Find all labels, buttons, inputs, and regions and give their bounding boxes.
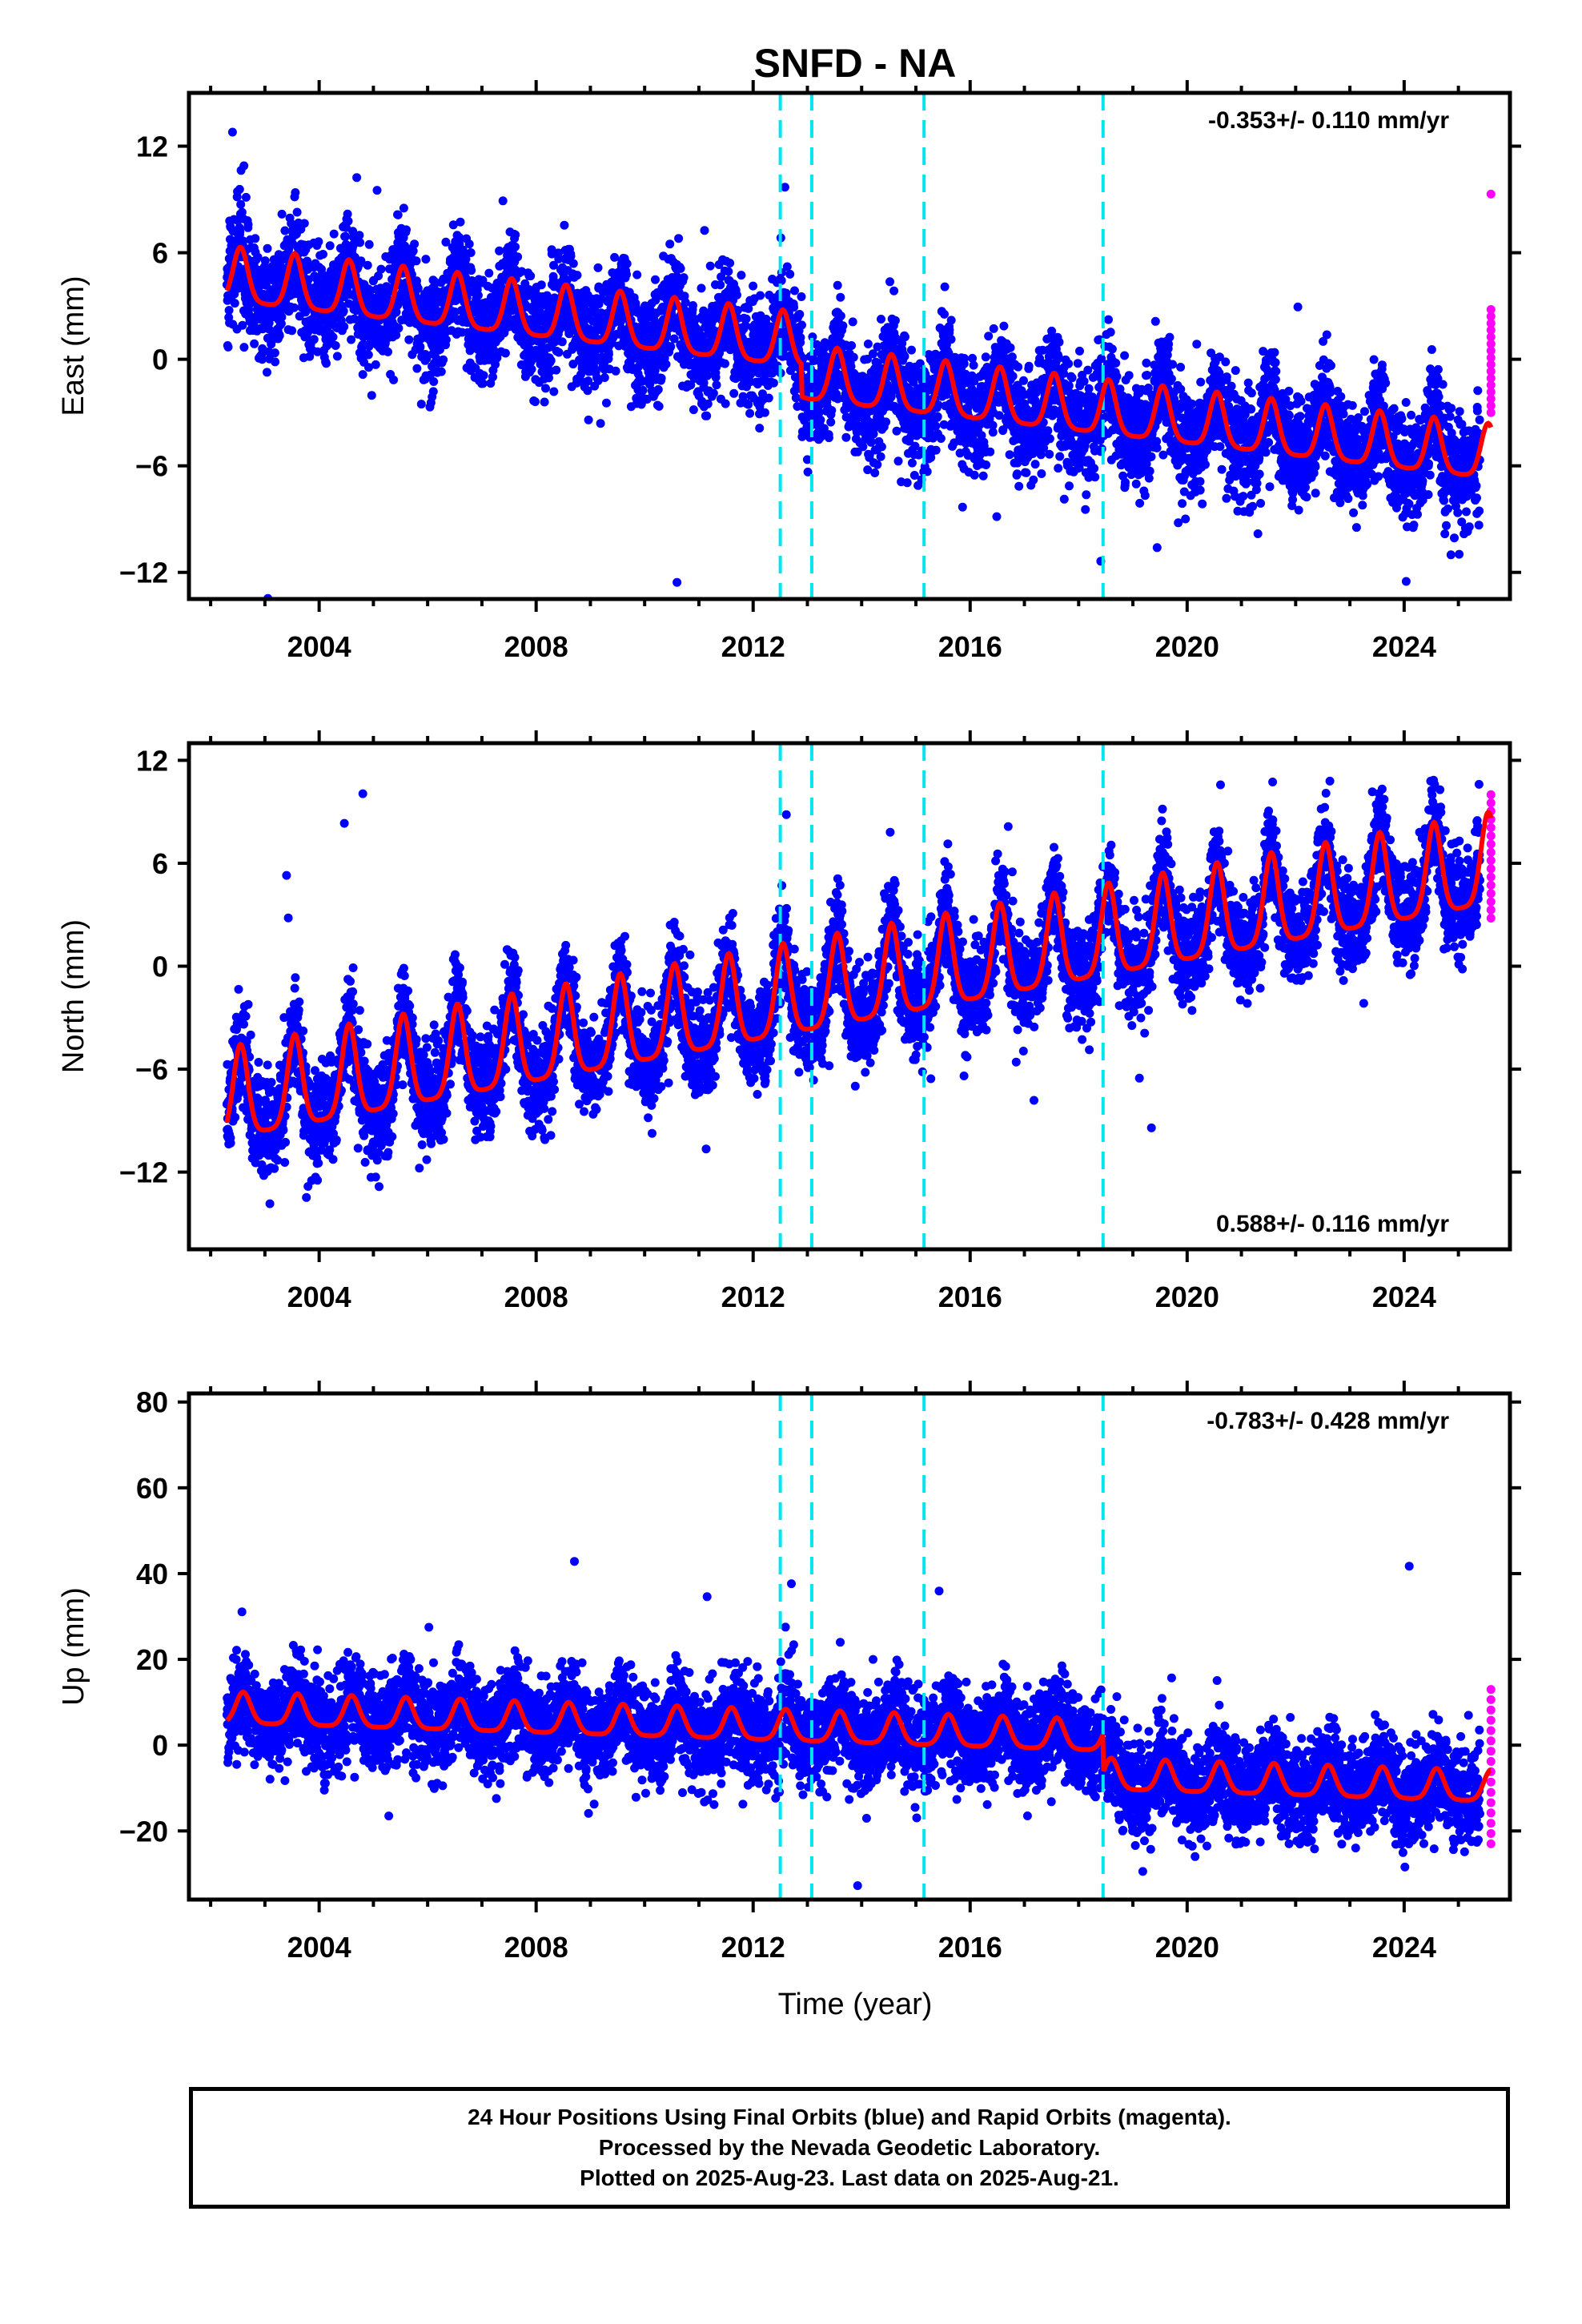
x-tick-label: 2008 <box>504 630 568 663</box>
model-fit-line <box>224 244 1494 477</box>
y-tick-label: 20 <box>136 1643 168 1676</box>
rate-label: -0.353+/- 0.110 mm/yr <box>1208 107 1449 134</box>
x-tick-label: 2008 <box>504 1281 568 1313</box>
x-tick-label: 2016 <box>938 1281 1002 1313</box>
x-tick-label: 2020 <box>1155 1931 1219 1964</box>
x-tick-label: 2020 <box>1155 630 1219 663</box>
x-tick-label: 2020 <box>1155 1281 1219 1313</box>
x-tick-label: 2016 <box>938 630 1002 663</box>
y-tick-label: 40 <box>136 1558 168 1590</box>
x-tick-label: 2024 <box>1372 1931 1436 1964</box>
y-tick-label: −12 <box>119 557 168 589</box>
footer-line-2: Processed by the Nevada Geodetic Laborat… <box>598 2135 1101 2160</box>
x-tick-label: 2012 <box>721 630 785 663</box>
y-axis-label: Up (mm) <box>57 1587 90 1706</box>
x-tick-label: 2024 <box>1372 630 1436 663</box>
rate-label: -0.783+/- 0.428 mm/yr <box>1207 1408 1449 1434</box>
x-tick-label: 2012 <box>721 1931 785 1964</box>
footer-caption-box: 24 Hour Positions Using Final Orbits (bl… <box>189 2087 1510 2209</box>
y-axis-label: East (mm) <box>57 275 90 416</box>
chart-title: SNFD - NA <box>754 41 957 86</box>
plot-frame <box>187 90 1512 601</box>
y-tick-label: 6 <box>152 847 168 880</box>
x-tick-label: 2008 <box>504 1931 568 1964</box>
y-axis-label: North (mm) <box>57 919 90 1073</box>
x-tick-label: 2004 <box>287 1281 351 1313</box>
final-orbit-points <box>222 775 1484 1208</box>
final-orbit-points <box>222 127 1484 599</box>
y-tick-label: 60 <box>136 1472 168 1505</box>
panel-east: 12 6 0 −6 −12 2004 2008 2012 2016 2020 2024 East (m… <box>57 80 1521 663</box>
model-fit-line <box>225 1689 1492 1803</box>
y-tick-label: 0 <box>152 951 168 983</box>
final-orbit-points <box>222 1557 1484 1900</box>
y-tick-label: −6 <box>135 450 168 483</box>
y-tick-label: 12 <box>136 131 168 163</box>
plot-frame <box>187 741 1512 1252</box>
y-tick-label: 80 <box>136 1386 168 1419</box>
x-tick-label: 2004 <box>287 1931 351 1964</box>
panel-up: 80 60 40 20 0 −20 2004 2008 2012 2016 2020 2024 Up (… <box>57 1381 1521 1964</box>
rate-label: 0.588+/- 0.116 mm/yr <box>1216 1211 1449 1237</box>
y-tick-label: 0 <box>152 344 168 376</box>
y-tick-label: −12 <box>119 1156 168 1189</box>
y-tick-label: 6 <box>152 237 168 270</box>
panel-north: 12 6 0 −6 −12 2004 2008 2012 2016 2020 2024 North (… <box>57 730 1521 1313</box>
model-fit-line <box>224 809 1494 1133</box>
footer-line-3: Plotted on 2025-Aug-23. Last data on 202… <box>580 2165 1119 2190</box>
x-axis-label: Time (year) <box>778 1988 933 2021</box>
plot-frame <box>187 1391 1512 1902</box>
y-tick-label: −6 <box>135 1053 168 1086</box>
y-tick-label: 0 <box>152 1729 168 1762</box>
x-tick-label: 2016 <box>938 1931 1002 1964</box>
x-tick-label: 2004 <box>287 630 351 663</box>
y-tick-label: −20 <box>119 1815 168 1848</box>
x-tick-label: 2024 <box>1372 1281 1436 1313</box>
x-tick-label: 2012 <box>721 1281 785 1313</box>
y-tick-label: 12 <box>136 744 168 777</box>
footer-line-1: 24 Hour Positions Using Final Orbits (bl… <box>468 2105 1231 2129</box>
